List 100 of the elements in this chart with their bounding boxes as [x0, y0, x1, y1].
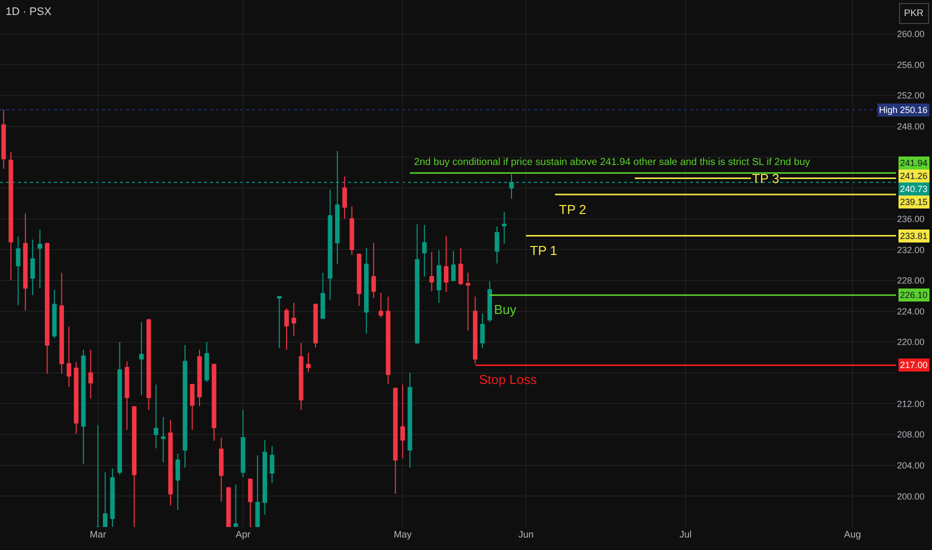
candlestick — [204, 342, 210, 383]
candlestick — [197, 349, 202, 407]
y-tick-label: 232.00 — [897, 244, 925, 255]
candlestick — [226, 486, 231, 527]
candlestick — [117, 342, 122, 476]
series-label: TP 1 — [530, 243, 558, 258]
text: PKR — [904, 8, 924, 19]
candlestick — [190, 383, 195, 430]
candlestick — [393, 387, 398, 494]
y-tick-label: 204.00 — [897, 460, 925, 471]
x-tick-label: Jun — [518, 530, 534, 540]
candlestick — [110, 468, 115, 527]
candlestick — [320, 272, 326, 320]
data-label: 226.10 — [900, 290, 928, 300]
candlestick — [124, 360, 130, 430]
y-tick-label: 212.00 — [897, 398, 925, 409]
y-tick-label: 252.00 — [897, 90, 925, 101]
candlestick — [342, 176, 347, 220]
candlestick — [16, 236, 20, 306]
candlestick — [306, 352, 311, 373]
x-tick-label: Mar — [90, 530, 106, 540]
candlestick — [219, 437, 224, 502]
candlestick — [292, 302, 296, 336]
data-label: 239.15 — [900, 197, 928, 207]
x-tick-label: Aug — [844, 530, 861, 540]
y-tick-label: 200.00 — [897, 491, 925, 502]
candlestick — [52, 289, 57, 339]
y-tick-label: 236.00 — [897, 214, 925, 224]
candlestick — [168, 419, 173, 506]
candlestick — [451, 250, 456, 282]
y-tick-label: 228.00 — [897, 276, 925, 286]
data-label: 217.00 — [900, 360, 928, 370]
series-label: Stop Loss — [479, 372, 538, 387]
candlestick — [1, 109, 6, 170]
data-label: 241.26 — [900, 171, 928, 181]
x-tick-label: May — [394, 530, 412, 540]
y-tick-label: 208.00 — [897, 430, 925, 440]
candlestick — [255, 454, 260, 527]
candlestick — [59, 272, 64, 374]
candlestick — [422, 224, 427, 278]
candlestick — [270, 446, 274, 484]
x-tick-label: Jul — [680, 530, 692, 540]
candlestick — [102, 472, 108, 527]
candlestick — [487, 280, 492, 323]
y-tick-label: 248.00 — [897, 122, 925, 132]
candlestick — [262, 439, 268, 516]
candlestick — [74, 362, 78, 434]
ref-line-label: High 250.16 — [879, 105, 928, 115]
candlestick — [96, 424, 100, 527]
candlestick — [81, 349, 86, 464]
y-tick-label: 260.00 — [897, 29, 925, 40]
candlestick — [350, 206, 354, 256]
candlestick — [458, 248, 463, 286]
candlestick — [160, 416, 166, 463]
candlestick — [30, 239, 35, 296]
candlestick — [284, 308, 289, 350]
candlestick — [378, 292, 384, 318]
candlestick — [356, 252, 362, 306]
candlestick — [408, 372, 412, 468]
series-label: 2nd buy conditional if price sustain above 241.94 other sale and this is strict SL if 2nd buy — [414, 157, 810, 168]
candlestick — [436, 250, 442, 304]
candlestick — [414, 224, 420, 344]
y-tick-label: 256.00 — [897, 60, 925, 70]
series-label: TP 3 — [752, 171, 780, 186]
candlestick — [313, 303, 318, 348]
candlestick — [386, 296, 390, 384]
candlestick — [154, 384, 158, 449]
series-label: TP 2 — [559, 202, 586, 217]
candlestick — [139, 322, 144, 396]
candlestick — [234, 484, 238, 527]
y-tick-label: 224.00 — [897, 306, 925, 316]
candlestick — [480, 313, 485, 349]
data-label: 233.81 — [900, 231, 928, 241]
candlestick — [494, 226, 500, 264]
data-label: 241.94 — [900, 158, 928, 168]
candlestick — [277, 295, 282, 349]
candlestick — [66, 326, 72, 388]
candlestick — [23, 212, 28, 311]
candlestick — [466, 272, 470, 332]
candlestick — [248, 478, 253, 527]
candlestick — [38, 229, 42, 289]
candlestick — [429, 251, 434, 292]
series-label: Buy — [494, 302, 517, 317]
ref-line-label: 240.73 — [900, 184, 928, 194]
candlestick — [400, 384, 405, 459]
candlestick — [371, 242, 376, 299]
candlestick — [175, 453, 180, 511]
candlestick — [472, 296, 478, 364]
candlestick — [328, 189, 332, 300]
candlestick — [88, 349, 93, 399]
text: 1D · PSX — [6, 6, 52, 18]
candlestick — [182, 344, 188, 468]
candlestick — [8, 151, 14, 281]
candlestick — [444, 235, 448, 293]
candlestick — [132, 406, 136, 527]
candlestick — [509, 174, 514, 200]
candlestick — [364, 248, 369, 334]
candlestick — [298, 342, 304, 410]
candlestick — [502, 211, 506, 244]
candlestick — [146, 318, 152, 410]
